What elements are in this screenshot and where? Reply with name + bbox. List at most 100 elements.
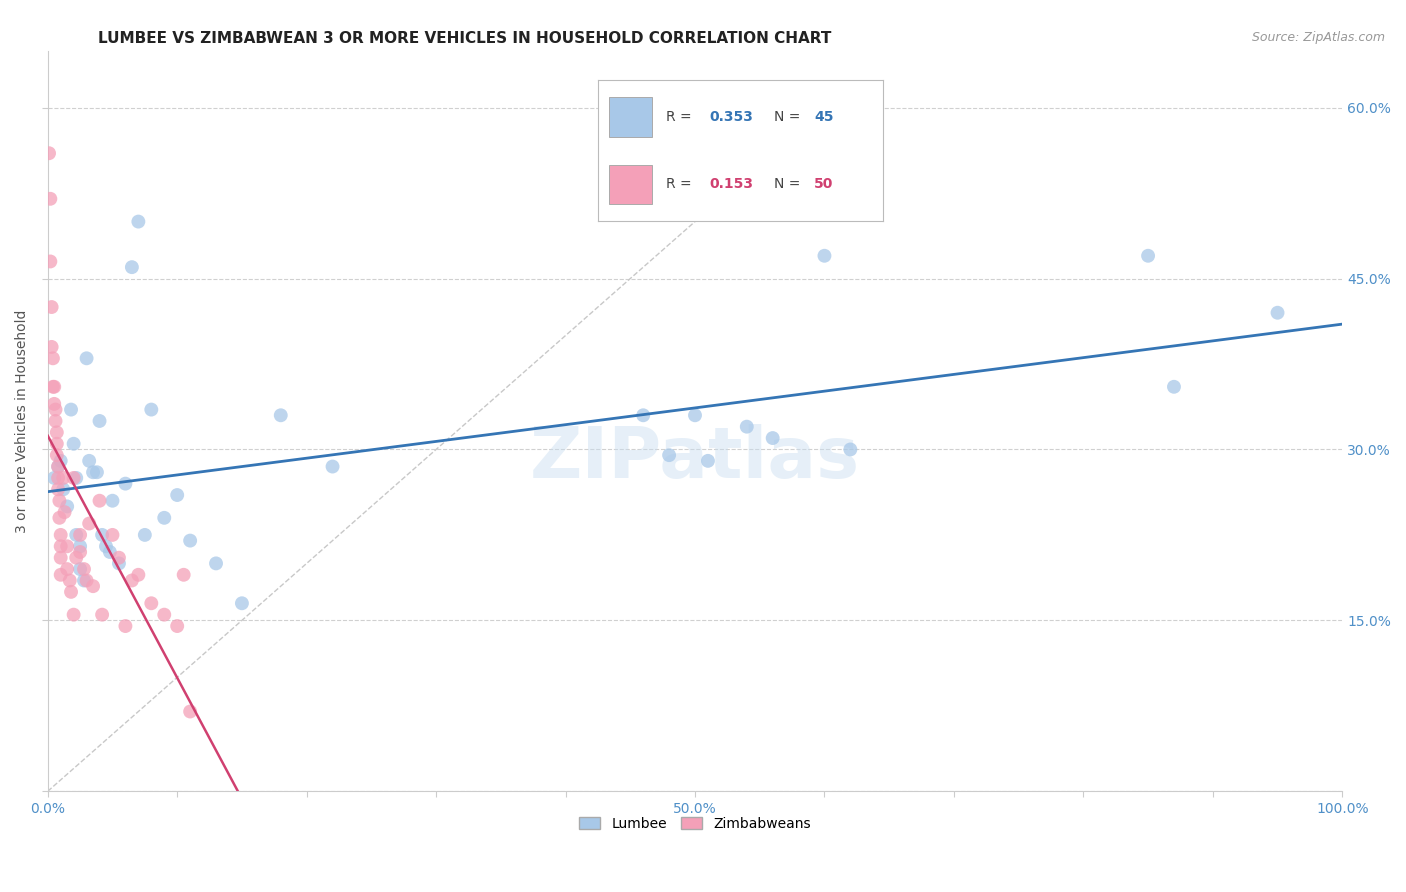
Point bbox=[39, 192, 62, 206]
Point bbox=[141, 596, 163, 610]
Point bbox=[49, 454, 72, 468]
Point bbox=[59, 574, 82, 588]
Point bbox=[73, 574, 96, 588]
Point bbox=[141, 402, 163, 417]
Point bbox=[60, 402, 83, 417]
Point bbox=[89, 493, 111, 508]
Point bbox=[41, 340, 63, 354]
Point bbox=[39, 254, 62, 268]
Point bbox=[127, 214, 149, 228]
Point bbox=[91, 607, 114, 622]
Point bbox=[108, 557, 131, 571]
Point bbox=[62, 607, 84, 622]
Point bbox=[60, 585, 83, 599]
Point bbox=[65, 471, 87, 485]
Point bbox=[42, 351, 65, 366]
Point bbox=[839, 442, 862, 457]
Point bbox=[322, 459, 344, 474]
Point bbox=[45, 436, 67, 450]
Point bbox=[127, 567, 149, 582]
Point bbox=[76, 574, 98, 588]
Point bbox=[101, 493, 124, 508]
Point bbox=[69, 562, 91, 576]
Point bbox=[62, 471, 84, 485]
Point bbox=[46, 459, 69, 474]
Point bbox=[45, 425, 67, 440]
Point bbox=[121, 574, 143, 588]
Point bbox=[44, 414, 66, 428]
Point bbox=[52, 483, 75, 497]
Point bbox=[114, 619, 136, 633]
Point bbox=[94, 539, 117, 553]
Point bbox=[77, 516, 100, 531]
Point bbox=[52, 471, 75, 485]
Text: LUMBEE VS ZIMBABWEAN 3 OR MORE VEHICLES IN HOUSEHOLD CORRELATION CHART: LUMBEE VS ZIMBABWEAN 3 OR MORE VEHICLES … bbox=[98, 31, 832, 46]
Point bbox=[65, 528, 87, 542]
Point bbox=[69, 528, 91, 542]
Point bbox=[41, 300, 63, 314]
Point bbox=[49, 567, 72, 582]
Point bbox=[76, 351, 98, 366]
Point bbox=[42, 380, 65, 394]
Point bbox=[45, 448, 67, 462]
Point bbox=[101, 528, 124, 542]
Y-axis label: 3 or more Vehicles in Household: 3 or more Vehicles in Household bbox=[15, 310, 30, 533]
Point bbox=[62, 436, 84, 450]
Point bbox=[683, 409, 706, 423]
Point bbox=[98, 545, 121, 559]
Point bbox=[735, 419, 758, 434]
Point bbox=[53, 505, 76, 519]
Point bbox=[205, 557, 228, 571]
Point bbox=[44, 471, 66, 485]
Point bbox=[48, 493, 70, 508]
Point bbox=[44, 402, 66, 417]
Point bbox=[73, 562, 96, 576]
Legend: Lumbee, Zimbabweans: Lumbee, Zimbabweans bbox=[574, 811, 815, 836]
Point bbox=[697, 454, 720, 468]
Point bbox=[49, 539, 72, 553]
Point bbox=[813, 249, 835, 263]
Point bbox=[179, 705, 201, 719]
Point bbox=[1163, 380, 1185, 394]
Point bbox=[762, 431, 785, 445]
Point bbox=[166, 619, 188, 633]
Point bbox=[153, 607, 176, 622]
Point bbox=[179, 533, 201, 548]
Point bbox=[82, 465, 104, 479]
Point bbox=[65, 550, 87, 565]
Point bbox=[86, 465, 108, 479]
Point bbox=[46, 459, 69, 474]
Point bbox=[121, 260, 143, 275]
Point bbox=[658, 448, 681, 462]
Point bbox=[46, 471, 69, 485]
Text: Source: ZipAtlas.com: Source: ZipAtlas.com bbox=[1251, 31, 1385, 45]
Point bbox=[173, 567, 195, 582]
Point bbox=[56, 539, 79, 553]
Text: ZIPatlas: ZIPatlas bbox=[530, 424, 860, 492]
Point bbox=[44, 397, 66, 411]
Point bbox=[1267, 306, 1289, 320]
Point bbox=[77, 454, 100, 468]
Point bbox=[46, 483, 69, 497]
Point bbox=[48, 511, 70, 525]
Point bbox=[38, 146, 60, 161]
Point bbox=[56, 500, 79, 514]
Point bbox=[166, 488, 188, 502]
Point bbox=[134, 528, 156, 542]
Point bbox=[69, 539, 91, 553]
Point bbox=[270, 409, 292, 423]
Point bbox=[114, 476, 136, 491]
Point bbox=[82, 579, 104, 593]
Point bbox=[56, 562, 79, 576]
Point bbox=[89, 414, 111, 428]
Point bbox=[49, 550, 72, 565]
Point bbox=[231, 596, 253, 610]
Point bbox=[49, 528, 72, 542]
Point bbox=[108, 550, 131, 565]
Point bbox=[69, 545, 91, 559]
Point bbox=[44, 380, 66, 394]
Point bbox=[631, 409, 654, 423]
Point bbox=[153, 511, 176, 525]
Point bbox=[1137, 249, 1160, 263]
Point bbox=[91, 528, 114, 542]
